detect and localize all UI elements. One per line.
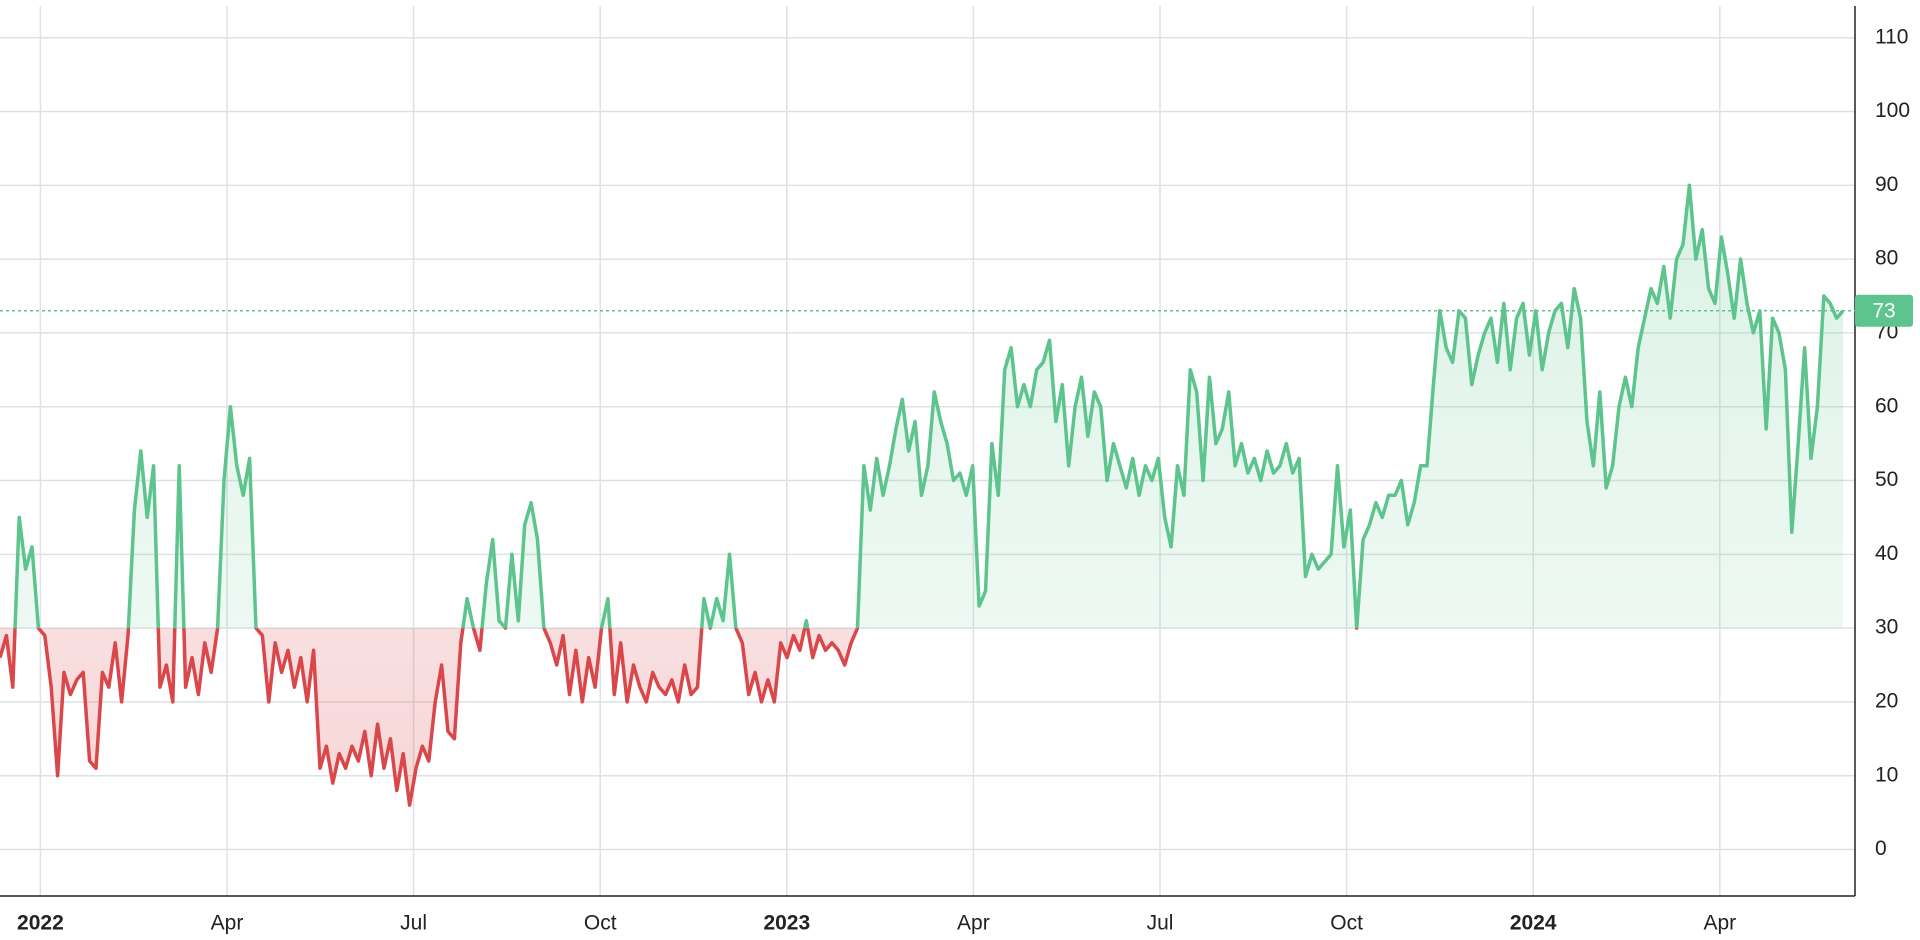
- y-tick-label: 50: [1875, 468, 1898, 491]
- last-value-label: 73: [1872, 299, 1895, 322]
- x-tick-label: Apr: [957, 912, 990, 935]
- y-tick-label: 110: [1875, 25, 1908, 48]
- line-above: [13, 183, 1845, 629]
- x-tick-label: Jul: [1147, 912, 1174, 935]
- area-below: [0, 628, 858, 806]
- x-tick-label: Apr: [1703, 912, 1736, 935]
- y-tick-label: 40: [1875, 542, 1898, 565]
- x-tick-label: Oct: [1330, 912, 1363, 935]
- y-tick-label: 80: [1875, 247, 1898, 270]
- y-tick-label: 90: [1875, 173, 1898, 196]
- x-tick-label: 2024: [1510, 912, 1557, 935]
- y-tick-label: 0: [1875, 837, 1887, 860]
- x-tick-label: Apr: [211, 912, 244, 935]
- y-tick-label: 60: [1875, 394, 1898, 417]
- y-tick-label: 20: [1875, 689, 1898, 712]
- y-tick-label: 100: [1875, 99, 1910, 122]
- last-value-badge: [1855, 294, 1913, 327]
- x-tick-label: 2022: [17, 912, 64, 935]
- line-below: [0, 628, 1359, 807]
- x-tick-label: Jul: [400, 912, 427, 935]
- y-tick-label: 10: [1875, 763, 1898, 786]
- y-tick-label: 30: [1875, 616, 1898, 639]
- x-tick-label: Oct: [584, 912, 617, 935]
- x-tick-label: 2023: [763, 912, 810, 935]
